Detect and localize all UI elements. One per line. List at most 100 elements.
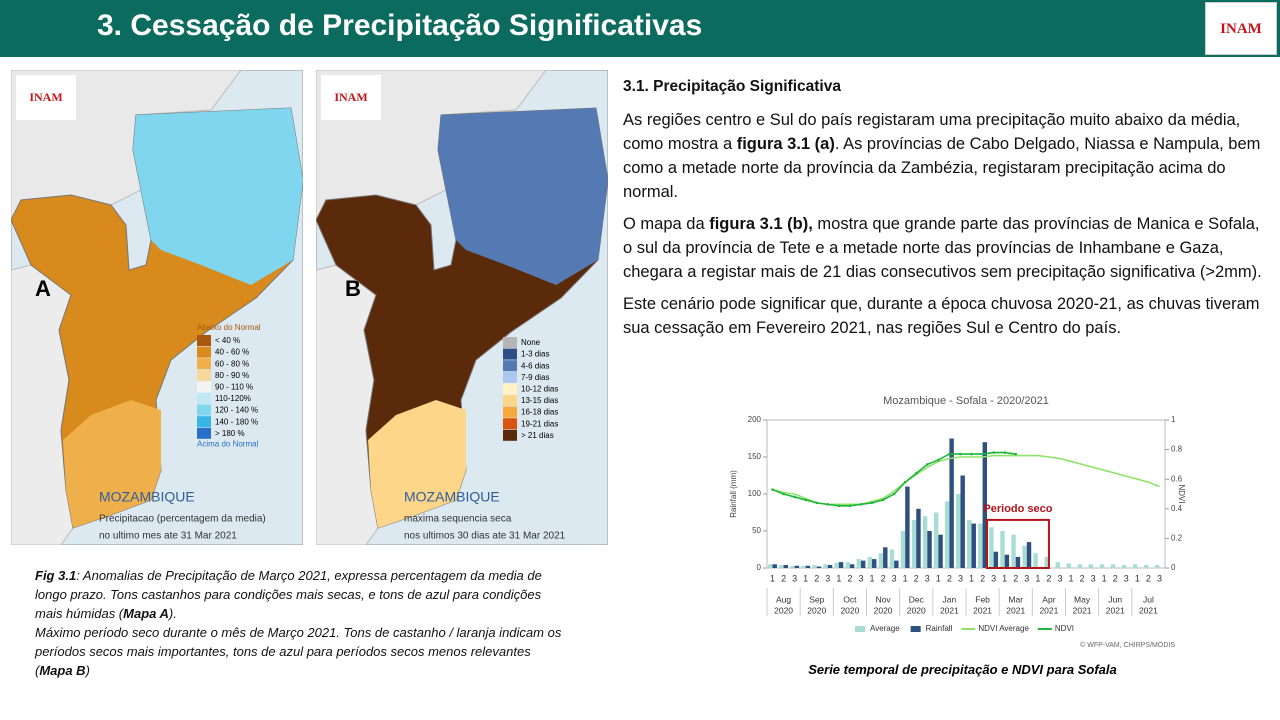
bar <box>916 508 921 568</box>
bar <box>1026 542 1032 568</box>
legend-label: < 40 % <box>215 336 240 345</box>
x-tick-label: 2 <box>1046 573 1051 583</box>
month-label: Sep <box>809 594 824 604</box>
x-tick-label: 2 <box>781 573 786 583</box>
chart-caption: Serie temporal de precipitação e NDVI pa… <box>808 662 1117 677</box>
map-country: MOZAMBIQUE <box>404 489 500 505</box>
line-point <box>948 452 951 456</box>
bar <box>849 564 855 568</box>
text: As regiões centro e Sul do país registar… <box>623 111 1241 153</box>
text: mostra que grande parte das províncias d… <box>623 215 1262 281</box>
x-tick-label: 1 <box>770 573 775 583</box>
legend-swatch <box>503 418 517 430</box>
x-tick-label: 3 <box>991 573 996 583</box>
bar <box>856 559 861 568</box>
legend-label: 4-6 dias <box>521 361 549 370</box>
year-label: 2020 <box>874 605 893 615</box>
line-point <box>804 498 807 502</box>
x-tick-label: 2 <box>847 573 852 583</box>
caption-part: Mapa B <box>39 663 86 678</box>
bar <box>878 553 884 568</box>
legend-label: None <box>521 338 541 347</box>
paragraph: Este cenário pode significar que, durant… <box>623 292 1263 340</box>
bar <box>927 531 932 568</box>
line <box>772 454 1160 506</box>
y-tick-label: 150 <box>748 452 762 461</box>
y2-tick-label: 0.6 <box>1171 474 1183 483</box>
annotation: Periodo seco <box>983 503 1052 515</box>
bar <box>944 501 950 568</box>
year-label: 2020 <box>840 605 859 615</box>
bar <box>872 559 877 568</box>
bar <box>779 565 784 568</box>
line-point <box>1003 451 1006 454</box>
x-tick-label: 1 <box>1035 573 1040 583</box>
bar <box>1143 565 1149 568</box>
month-label: Nov <box>876 594 892 604</box>
y2-tick-label: 0.2 <box>1171 534 1183 543</box>
line-point <box>859 503 863 506</box>
legend-label: 19-21 dias <box>521 419 558 428</box>
text: figura 3.1 (b), <box>709 215 813 233</box>
year-label: 2021 <box>1006 605 1025 615</box>
line-point <box>826 503 830 506</box>
bar <box>922 516 928 568</box>
bar <box>1022 545 1027 568</box>
x-tick-label: 3 <box>958 573 963 583</box>
bar <box>1088 564 1094 568</box>
bar <box>905 486 910 568</box>
region <box>368 400 466 528</box>
bar <box>978 523 983 568</box>
logo-box <box>16 75 76 120</box>
x-tick-label: 1 <box>1002 573 1007 583</box>
legend-swatch <box>197 369 211 381</box>
bar <box>823 564 828 568</box>
month-label: Aug <box>776 594 791 604</box>
legend-label: 16-18 dias <box>521 408 558 417</box>
bar <box>949 438 954 568</box>
month-label: Jul <box>1143 594 1154 604</box>
text-section: 3.1. Precipitação Significativa As regiõ… <box>623 78 1263 348</box>
bar <box>938 534 943 568</box>
region <box>63 400 161 528</box>
x-tick-label: 2 <box>1113 573 1118 583</box>
bar <box>772 564 777 568</box>
legend-swatch <box>197 404 211 416</box>
bar <box>1011 534 1016 568</box>
legend-label: > 21 dias <box>521 431 554 440</box>
chart: Mozambique - Sofala - 2020/2021 0 50 100 150… <box>729 395 1185 649</box>
bar <box>1110 564 1116 568</box>
x-tick-label: 2 <box>914 573 919 583</box>
legend-label: 13-15 dias <box>521 396 558 405</box>
map-caption: no ultimo mes ate 31 Mar 2021 <box>99 531 237 542</box>
bar <box>993 551 999 568</box>
line-point <box>914 471 918 475</box>
legend-swatch <box>197 416 211 428</box>
bar <box>867 556 873 568</box>
bar <box>845 562 850 568</box>
line-point <box>981 452 984 456</box>
y2-tick-label: 0.8 <box>1171 445 1183 454</box>
line-point <box>992 451 995 454</box>
x-tick-label: 1 <box>969 573 974 583</box>
y2-tick-label: 1 <box>1171 415 1176 424</box>
section-heading: 3.1. Precipitação Significativa <box>623 78 841 95</box>
bar <box>827 565 833 568</box>
map-logo: INAM <box>29 90 62 104</box>
x-tick-label: 3 <box>925 573 930 583</box>
x-tick-label: 3 <box>1024 573 1029 583</box>
y-tick-label: 0 <box>757 563 762 572</box>
legend-swatch <box>503 406 517 418</box>
legend-footer: Acima do Normal <box>197 440 259 449</box>
slide-title: 3. Cessação de Precipitação Significativ… <box>97 9 703 42</box>
bar <box>1077 564 1083 568</box>
year-label: 2021 <box>940 605 959 615</box>
year-label: 2021 <box>1039 605 1058 615</box>
bar <box>883 547 888 568</box>
legend-swatch <box>197 346 211 358</box>
map: INAM A Abaixo do Normal < 40 % 40 - 60 % 60 -… <box>11 70 303 545</box>
year-label: 2021 <box>1106 605 1125 615</box>
year-label: 2020 <box>807 605 826 615</box>
caption-part: ). <box>168 606 177 621</box>
bar <box>933 512 939 568</box>
